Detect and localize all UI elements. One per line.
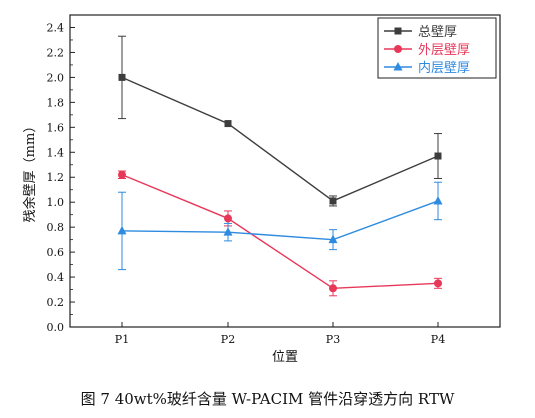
y-tick-label: 0.0 [47, 321, 65, 334]
y-tick-label: 1.8 [47, 96, 65, 109]
legend-entry: 内层壁厚 [384, 60, 470, 76]
series-triangle [117, 181, 443, 271]
y-tick-label: 0.8 [47, 221, 65, 234]
legend-marker [394, 45, 402, 53]
plot-frame [69, 14, 501, 328]
series [117, 35, 443, 297]
x-tick-label: P3 [326, 333, 340, 346]
x-tick-label: P1 [115, 333, 129, 346]
y-tick-label: 1.0 [47, 196, 65, 209]
series-line [121, 200, 439, 241]
data-point [329, 284, 337, 293]
x-tick-label: P2 [221, 333, 235, 346]
y-tick-label: 0.2 [47, 296, 65, 309]
data-point [434, 279, 442, 288]
y-tick-label: 0.6 [47, 246, 65, 259]
figure-caption: 图 7 40wt%玻纤含量 W-PACIM 管件沿穿透方向 RTW [80, 390, 455, 408]
series-square [118, 35, 442, 207]
x-tick-labels: P1 P2 P3 P4 [115, 333, 445, 346]
axis-ticks [70, 14, 439, 328]
legend-marker [394, 27, 402, 35]
x-axis-label: 位置 [272, 350, 298, 365]
y-tick-labels: 0.0 0.2 0.4 0.6 0.8 1.0 1.2 1.4 1.6 1.8 2.0 2.2 2.4 [47, 21, 65, 334]
legend-entry: 外层壁厚 [384, 43, 470, 58]
data-point [118, 73, 126, 81]
data-point [329, 197, 337, 205]
y-tick-label: 1.2 [47, 171, 65, 184]
y-axis-label: 残余壁厚（mm） [22, 120, 38, 223]
legend-entry: 总壁厚 [384, 25, 457, 40]
legend-marker [393, 62, 403, 71]
y-tick-label: 2.0 [47, 71, 65, 84]
data-point [117, 225, 127, 235]
series-line [121, 76, 439, 202]
series-line [121, 174, 439, 290]
series-circle [118, 170, 442, 297]
data-point [224, 120, 232, 128]
data-point [434, 152, 442, 160]
y-tick-label: 1.6 [47, 121, 65, 134]
y-tick-label: 1.4 [47, 146, 65, 159]
data-point [118, 170, 126, 179]
data-point [224, 214, 232, 223]
legend-label: 外层壁厚 [418, 43, 470, 58]
y-tick-label: 2.4 [47, 21, 65, 34]
y-tick-label: 0.4 [47, 271, 65, 284]
y-tick-label: 2.2 [47, 46, 65, 59]
data-point [433, 195, 443, 205]
x-tick-label: P4 [431, 333, 445, 346]
plot-area [69, 14, 501, 328]
legend-label: 总壁厚 [418, 25, 457, 40]
legend-label: 内层壁厚 [418, 60, 470, 76]
data-point [328, 234, 338, 244]
data-point [223, 227, 233, 236]
